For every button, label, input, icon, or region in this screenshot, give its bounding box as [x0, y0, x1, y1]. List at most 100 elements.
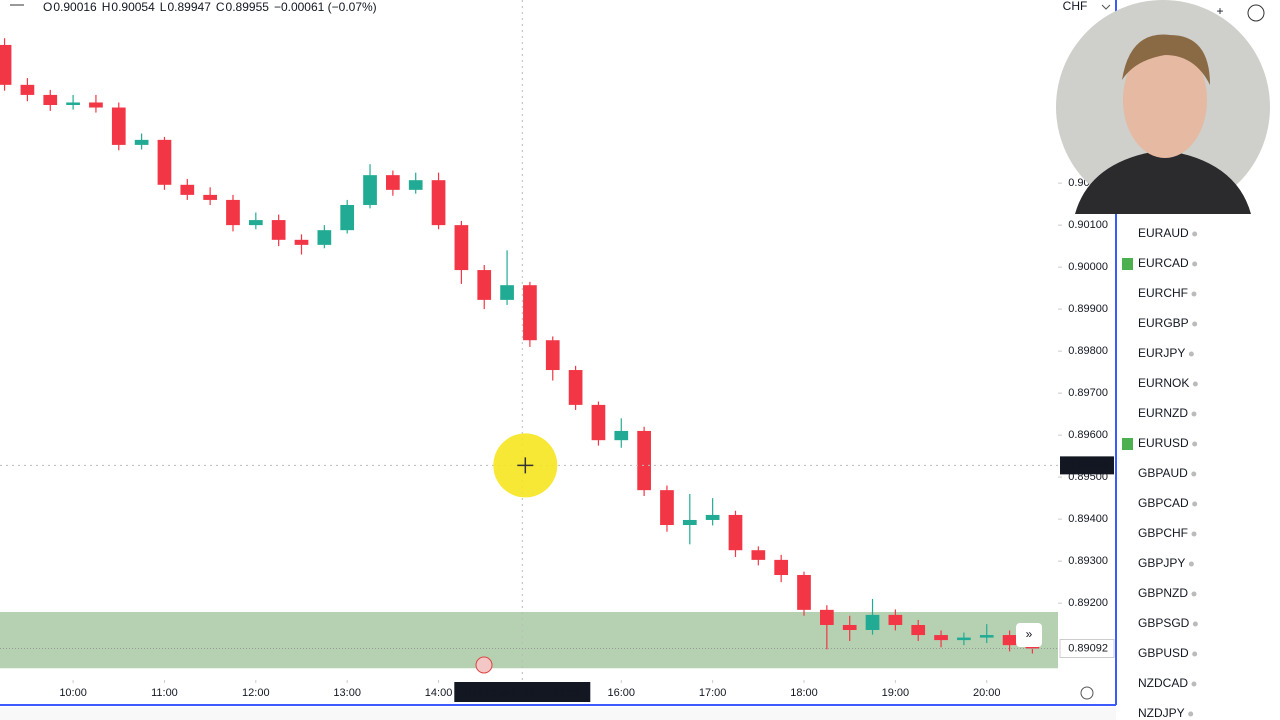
- candle-body: [523, 285, 537, 341]
- crosshair-date-label: Thu 15 Jun '23: [462, 687, 534, 699]
- watchlist-symbol[interactable]: GBPJPY: [1138, 556, 1185, 570]
- candle-body: [957, 637, 971, 641]
- candle-body: [294, 239, 309, 245]
- y-tick-label: 0.89800: [1068, 345, 1108, 357]
- candle-body: [545, 340, 560, 371]
- candle-body: [1002, 635, 1017, 646]
- watchlist-symbol[interactable]: GBPAUD: [1138, 466, 1188, 480]
- x-tick-label: 16:00: [608, 687, 636, 699]
- candle-body: [157, 139, 172, 185]
- settings-icon[interactable]: [1247, 4, 1265, 22]
- candle-body: [340, 204, 355, 231]
- watchlist-symbol[interactable]: EURCAD: [1138, 256, 1189, 270]
- ohlc-field-value: 0.90016: [53, 0, 97, 14]
- watchlist-status-dot: [1191, 471, 1197, 477]
- ohlc-field-label: O: [43, 0, 52, 14]
- x-tick-label: 11:00: [151, 687, 178, 699]
- x-tick-label: 17:00: [699, 687, 727, 699]
- price-zone: [0, 611, 1058, 669]
- y-tick-label: 0.89400: [1068, 513, 1108, 525]
- bottom-toolbar: [0, 707, 1116, 720]
- event-icon[interactable]: [475, 656, 493, 674]
- y-tick-label: 0.89200: [1068, 597, 1108, 609]
- candle-body: [614, 430, 629, 441]
- axes: 0.902000.901000.900000.899000.898000.897…: [59, 177, 1115, 702]
- ohlc-field-value: 0.89947: [167, 0, 211, 14]
- candle-body: [819, 609, 834, 625]
- watchlist-status-dot: [1192, 441, 1198, 447]
- webcam-body: [1075, 150, 1251, 214]
- y-tick-label: 0.89700: [1068, 387, 1108, 399]
- last-price-box: [1059, 638, 1115, 658]
- watchlist-flag: [1122, 258, 1133, 270]
- candle-body: [134, 139, 149, 145]
- candle-body: [226, 199, 240, 226]
- ohlc-field-label: C: [216, 0, 225, 14]
- watchlist-symbol[interactable]: EURAUD: [1138, 226, 1189, 240]
- watchlist-status-dot: [1192, 651, 1198, 657]
- webcam-hair: [1122, 34, 1210, 85]
- ohlc-field-value: 0.89955: [226, 0, 270, 14]
- candle-body: [774, 559, 789, 575]
- candle-body: [363, 175, 377, 205]
- webcam-face: [1123, 42, 1207, 158]
- last-price-label: 0.89092: [1068, 642, 1108, 654]
- candle-body: [408, 180, 423, 190]
- candle-body: [111, 107, 126, 145]
- watchlist-flag: [1122, 438, 1133, 450]
- candle-body: [203, 194, 217, 200]
- watchlist-symbol[interactable]: GBPCHF: [1138, 526, 1188, 540]
- x-tick-label: 12:00: [242, 687, 270, 699]
- watchlist-symbol[interactable]: GBPCAD: [1138, 496, 1189, 510]
- watchlist-symbol[interactable]: EURNZD: [1138, 406, 1188, 420]
- candle-body: [271, 220, 286, 240]
- add-icon[interactable]: +: [1216, 4, 1223, 18]
- currency-label[interactable]: CHF: [1063, 0, 1088, 13]
- watchlist-status-dot: [1192, 381, 1198, 387]
- x-tick-label: 20:00: [973, 687, 1001, 699]
- scroll-icon[interactable]: »: [1026, 627, 1033, 641]
- settings-icon[interactable]: [1080, 686, 1094, 700]
- dropdown-icon[interactable]: [1101, 4, 1111, 10]
- scroll-button[interactable]: [1016, 623, 1042, 647]
- candle-body: [500, 285, 514, 300]
- watchlist-symbol[interactable]: EURNOK: [1138, 376, 1189, 390]
- candle-body: [386, 175, 400, 190]
- watchlist-symbol[interactable]: NZDJPY: [1138, 706, 1185, 720]
- watchlist-symbol[interactable]: EURGBP: [1138, 316, 1189, 330]
- crosshair-time-label: 14:55: [553, 687, 581, 699]
- candle-body: [842, 624, 857, 631]
- candle-body: [0, 44, 12, 85]
- candle-body: [682, 519, 697, 526]
- candle-body: [180, 184, 195, 195]
- ohlc-field-label: L: [160, 0, 167, 14]
- watchlist-status-dot: [1188, 561, 1194, 567]
- menu-icon[interactable]: [10, 4, 24, 6]
- candle-body: [317, 230, 332, 245]
- crosshair-price-label: 0.89528: [1068, 459, 1108, 471]
- candle-body: [637, 430, 651, 491]
- watchlist-symbol[interactable]: EURCHF: [1138, 286, 1188, 300]
- watchlist-symbol[interactable]: GBPNZD: [1138, 586, 1188, 600]
- watchlist-status-dot: [1191, 291, 1197, 297]
- y-tick-label: 0.90100: [1068, 219, 1108, 231]
- ohlc-field-value: 0.90054: [111, 0, 155, 14]
- x-tick-label: 10:00: [59, 687, 87, 699]
- watchlist-symbol[interactable]: GBPSGD: [1138, 616, 1190, 630]
- candle-body: [454, 225, 469, 271]
- watchlist-status-dot: [1192, 501, 1198, 507]
- candle-body: [591, 404, 606, 441]
- plot: [0, 0, 1058, 680]
- watchlist-symbol[interactable]: GBPUSD: [1138, 646, 1189, 660]
- candle-body: [431, 180, 446, 226]
- ohlc-change: −0.00061 (−0.07%): [274, 0, 377, 14]
- candle-body: [43, 94, 58, 106]
- y-tick-label: 0.89300: [1068, 555, 1108, 567]
- watchlist-symbol[interactable]: NZDCAD: [1138, 676, 1188, 690]
- watchlist-status-dot: [1192, 261, 1198, 267]
- watchlist-symbol[interactable]: EURUSD: [1138, 436, 1189, 450]
- watchlist-status-dot: [1191, 531, 1197, 537]
- watchlist-symbol[interactable]: EURJPY: [1138, 346, 1185, 360]
- watchlist-status-dot: [1188, 711, 1194, 717]
- watchlist-status-dot: [1188, 351, 1194, 357]
